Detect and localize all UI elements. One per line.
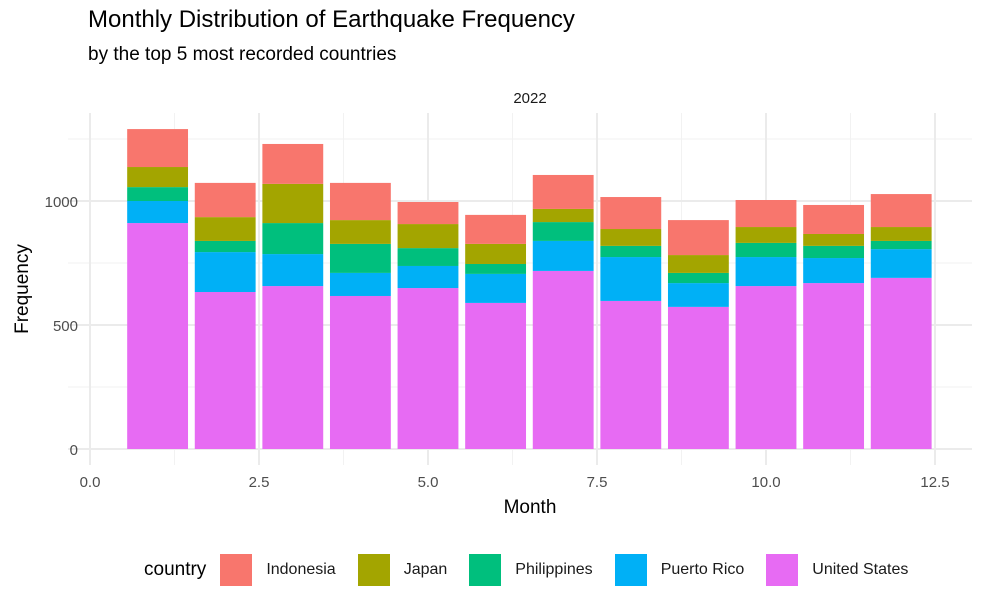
legend-label: Indonesia bbox=[266, 561, 336, 578]
bar-segment-japan bbox=[262, 183, 324, 224]
chart-title: Monthly Distribution of Earthquake Frequ… bbox=[88, 6, 575, 33]
bar-segment-japan bbox=[532, 208, 594, 223]
axes: 2022 Month Frequency 0.0 2.5 5.0 7.5 10.0 12.… bbox=[12, 90, 950, 518]
bar-segment-japan bbox=[397, 224, 459, 249]
y-tick-label: 1000 bbox=[45, 194, 78, 211]
bar-segment-japan bbox=[600, 229, 662, 246]
bar-segment-puerto-rico bbox=[397, 265, 459, 289]
bar-segment-indonesia bbox=[600, 197, 662, 230]
bar-segment-united-states bbox=[194, 292, 256, 449]
legend-label: Puerto Rico bbox=[660, 561, 745, 578]
bar-segment-puerto-rico bbox=[870, 249, 932, 278]
bar-segment-philippines bbox=[465, 263, 527, 274]
x-tick-label: 2.5 bbox=[249, 474, 270, 491]
bar-segment-united-states bbox=[127, 223, 189, 449]
bar-segment-puerto-rico bbox=[803, 258, 865, 284]
y-tick-label: 500 bbox=[53, 318, 78, 335]
bar-segment-puerto-rico bbox=[465, 273, 527, 303]
legend-title: country bbox=[144, 559, 207, 580]
bar-segment-indonesia bbox=[194, 182, 256, 218]
bar-segment-united-states bbox=[667, 306, 729, 449]
bar-segment-indonesia bbox=[667, 220, 729, 256]
bar-segment-philippines bbox=[397, 248, 459, 266]
bar-segment-indonesia bbox=[329, 182, 391, 221]
legend-label: Philippines bbox=[515, 561, 593, 578]
bar-segment-puerto-rico bbox=[127, 201, 189, 224]
bar-segment-japan bbox=[465, 243, 527, 264]
bar-segment-united-states bbox=[262, 286, 324, 449]
legend-swatch bbox=[220, 554, 253, 586]
bar-segment-united-states bbox=[735, 286, 797, 449]
bar-segment-united-states bbox=[870, 277, 932, 449]
bar-segment-indonesia bbox=[397, 201, 459, 225]
bar-segment-puerto-rico bbox=[262, 254, 324, 287]
bar-segment-indonesia bbox=[803, 204, 865, 234]
bar-segment-indonesia bbox=[262, 143, 324, 184]
bar-segment-japan bbox=[735, 227, 797, 243]
legend-item-united-states: United States bbox=[766, 554, 908, 586]
bar-segment-united-states bbox=[532, 270, 594, 449]
bars bbox=[127, 129, 932, 449]
x-tick-label: 5.0 bbox=[418, 474, 439, 491]
bar-segment-philippines bbox=[532, 222, 594, 241]
x-axis-title: Month bbox=[504, 497, 557, 518]
bar-segment-indonesia bbox=[465, 214, 527, 244]
legend-item-japan: Japan bbox=[357, 554, 448, 586]
bar-segment-united-states bbox=[600, 300, 662, 449]
bar-segment-philippines bbox=[667, 272, 729, 284]
bar-segment-japan bbox=[127, 167, 189, 188]
bar-segment-puerto-rico bbox=[667, 283, 729, 307]
bar-segment-united-states bbox=[329, 295, 391, 449]
legend-swatch bbox=[766, 554, 799, 586]
bar-segment-united-states bbox=[397, 288, 459, 449]
bar-segment-indonesia bbox=[870, 194, 932, 228]
bar-segment-philippines bbox=[870, 240, 932, 250]
bar-segment-puerto-rico bbox=[532, 240, 594, 271]
legend-item-puerto-rico: Puerto Rico bbox=[614, 554, 745, 586]
bar-segment-japan bbox=[329, 220, 391, 244]
bar-segment-puerto-rico bbox=[600, 257, 662, 301]
bar-segment-japan bbox=[194, 217, 256, 241]
bar-segment-philippines bbox=[735, 242, 797, 258]
legend-label: Japan bbox=[403, 561, 448, 578]
y-axis-title: Frequency bbox=[12, 244, 33, 334]
bar-segment-japan bbox=[870, 227, 932, 241]
legend-item-philippines: Philippines bbox=[469, 554, 593, 586]
bar-segment-japan bbox=[803, 233, 865, 246]
x-tick-label: 7.5 bbox=[587, 474, 608, 491]
bar-segment-philippines bbox=[194, 240, 256, 253]
bar-segment-philippines bbox=[329, 243, 391, 273]
bar-segment-japan bbox=[667, 255, 729, 273]
bar-segment-united-states bbox=[803, 283, 865, 449]
bar-segment-indonesia bbox=[735, 200, 797, 228]
legend: country Indonesia Japan Philippines Puer… bbox=[144, 552, 930, 588]
bar-segment-indonesia bbox=[127, 129, 189, 168]
bar-segment-indonesia bbox=[532, 174, 594, 209]
bar-segment-philippines bbox=[600, 245, 662, 258]
bar-segment-puerto-rico bbox=[735, 257, 797, 287]
facet-strip-label: 2022 bbox=[513, 90, 546, 107]
bar-segment-united-states bbox=[465, 302, 527, 449]
x-tick-label: 0.0 bbox=[80, 474, 101, 491]
legend-item-indonesia: Indonesia bbox=[220, 554, 336, 586]
bar-segment-philippines bbox=[262, 223, 324, 255]
legend-swatch bbox=[614, 554, 647, 586]
chart-subtitle: by the top 5 most recorded countries bbox=[88, 44, 397, 65]
x-tick-label: 12.5 bbox=[920, 474, 949, 491]
x-tick-label: 10.0 bbox=[751, 474, 780, 491]
y-tick-label: 0 bbox=[70, 442, 78, 459]
legend-label: United States bbox=[812, 561, 909, 578]
legend-swatch bbox=[357, 554, 390, 586]
bar-segment-puerto-rico bbox=[194, 252, 256, 293]
legend-swatch bbox=[469, 554, 502, 586]
bar-segment-philippines bbox=[803, 245, 865, 259]
bar-segment-philippines bbox=[127, 187, 189, 201]
bar-segment-puerto-rico bbox=[329, 272, 391, 296]
